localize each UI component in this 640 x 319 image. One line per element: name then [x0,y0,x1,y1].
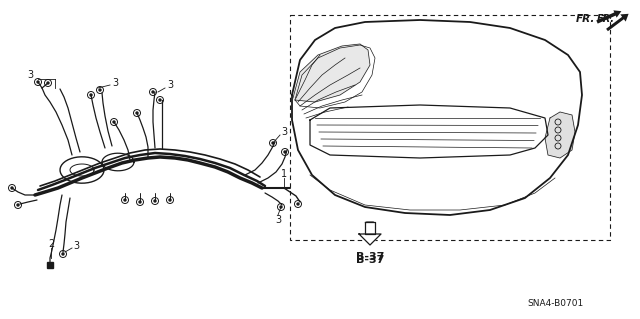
Circle shape [169,199,171,201]
Polygon shape [293,44,370,102]
Polygon shape [545,112,575,158]
Text: B-37: B-37 [356,255,384,265]
FancyArrow shape [596,10,621,24]
Bar [290,15,610,240]
Text: SNA4-B0701: SNA4-B0701 [527,299,583,308]
Text: 1: 1 [281,169,287,179]
Circle shape [124,199,126,201]
Circle shape [297,203,299,205]
FancyArrow shape [364,222,376,243]
Circle shape [280,206,282,208]
Circle shape [99,89,101,91]
Circle shape [136,112,138,114]
Text: 3: 3 [275,215,281,225]
Circle shape [139,201,141,203]
Text: 3: 3 [112,78,118,88]
Circle shape [17,204,19,206]
Circle shape [113,121,115,123]
Circle shape [154,200,156,202]
Circle shape [159,99,161,101]
Circle shape [47,82,49,84]
Text: B-37: B-37 [356,252,384,262]
FancyArrow shape [606,14,628,31]
Bar [47,262,53,268]
Text: FR.: FR. [597,14,615,24]
Text: FR.: FR. [575,14,595,24]
Polygon shape [359,234,381,245]
Text: 3: 3 [73,241,79,251]
Polygon shape [365,222,375,234]
Circle shape [37,81,39,83]
Circle shape [11,187,13,189]
Circle shape [272,142,274,144]
Circle shape [152,91,154,93]
Circle shape [62,253,64,255]
Circle shape [90,94,92,96]
Text: 2: 2 [48,239,54,249]
Text: 3: 3 [167,80,173,90]
Circle shape [284,151,286,153]
Text: 3: 3 [27,70,33,80]
Text: 3: 3 [281,127,287,137]
